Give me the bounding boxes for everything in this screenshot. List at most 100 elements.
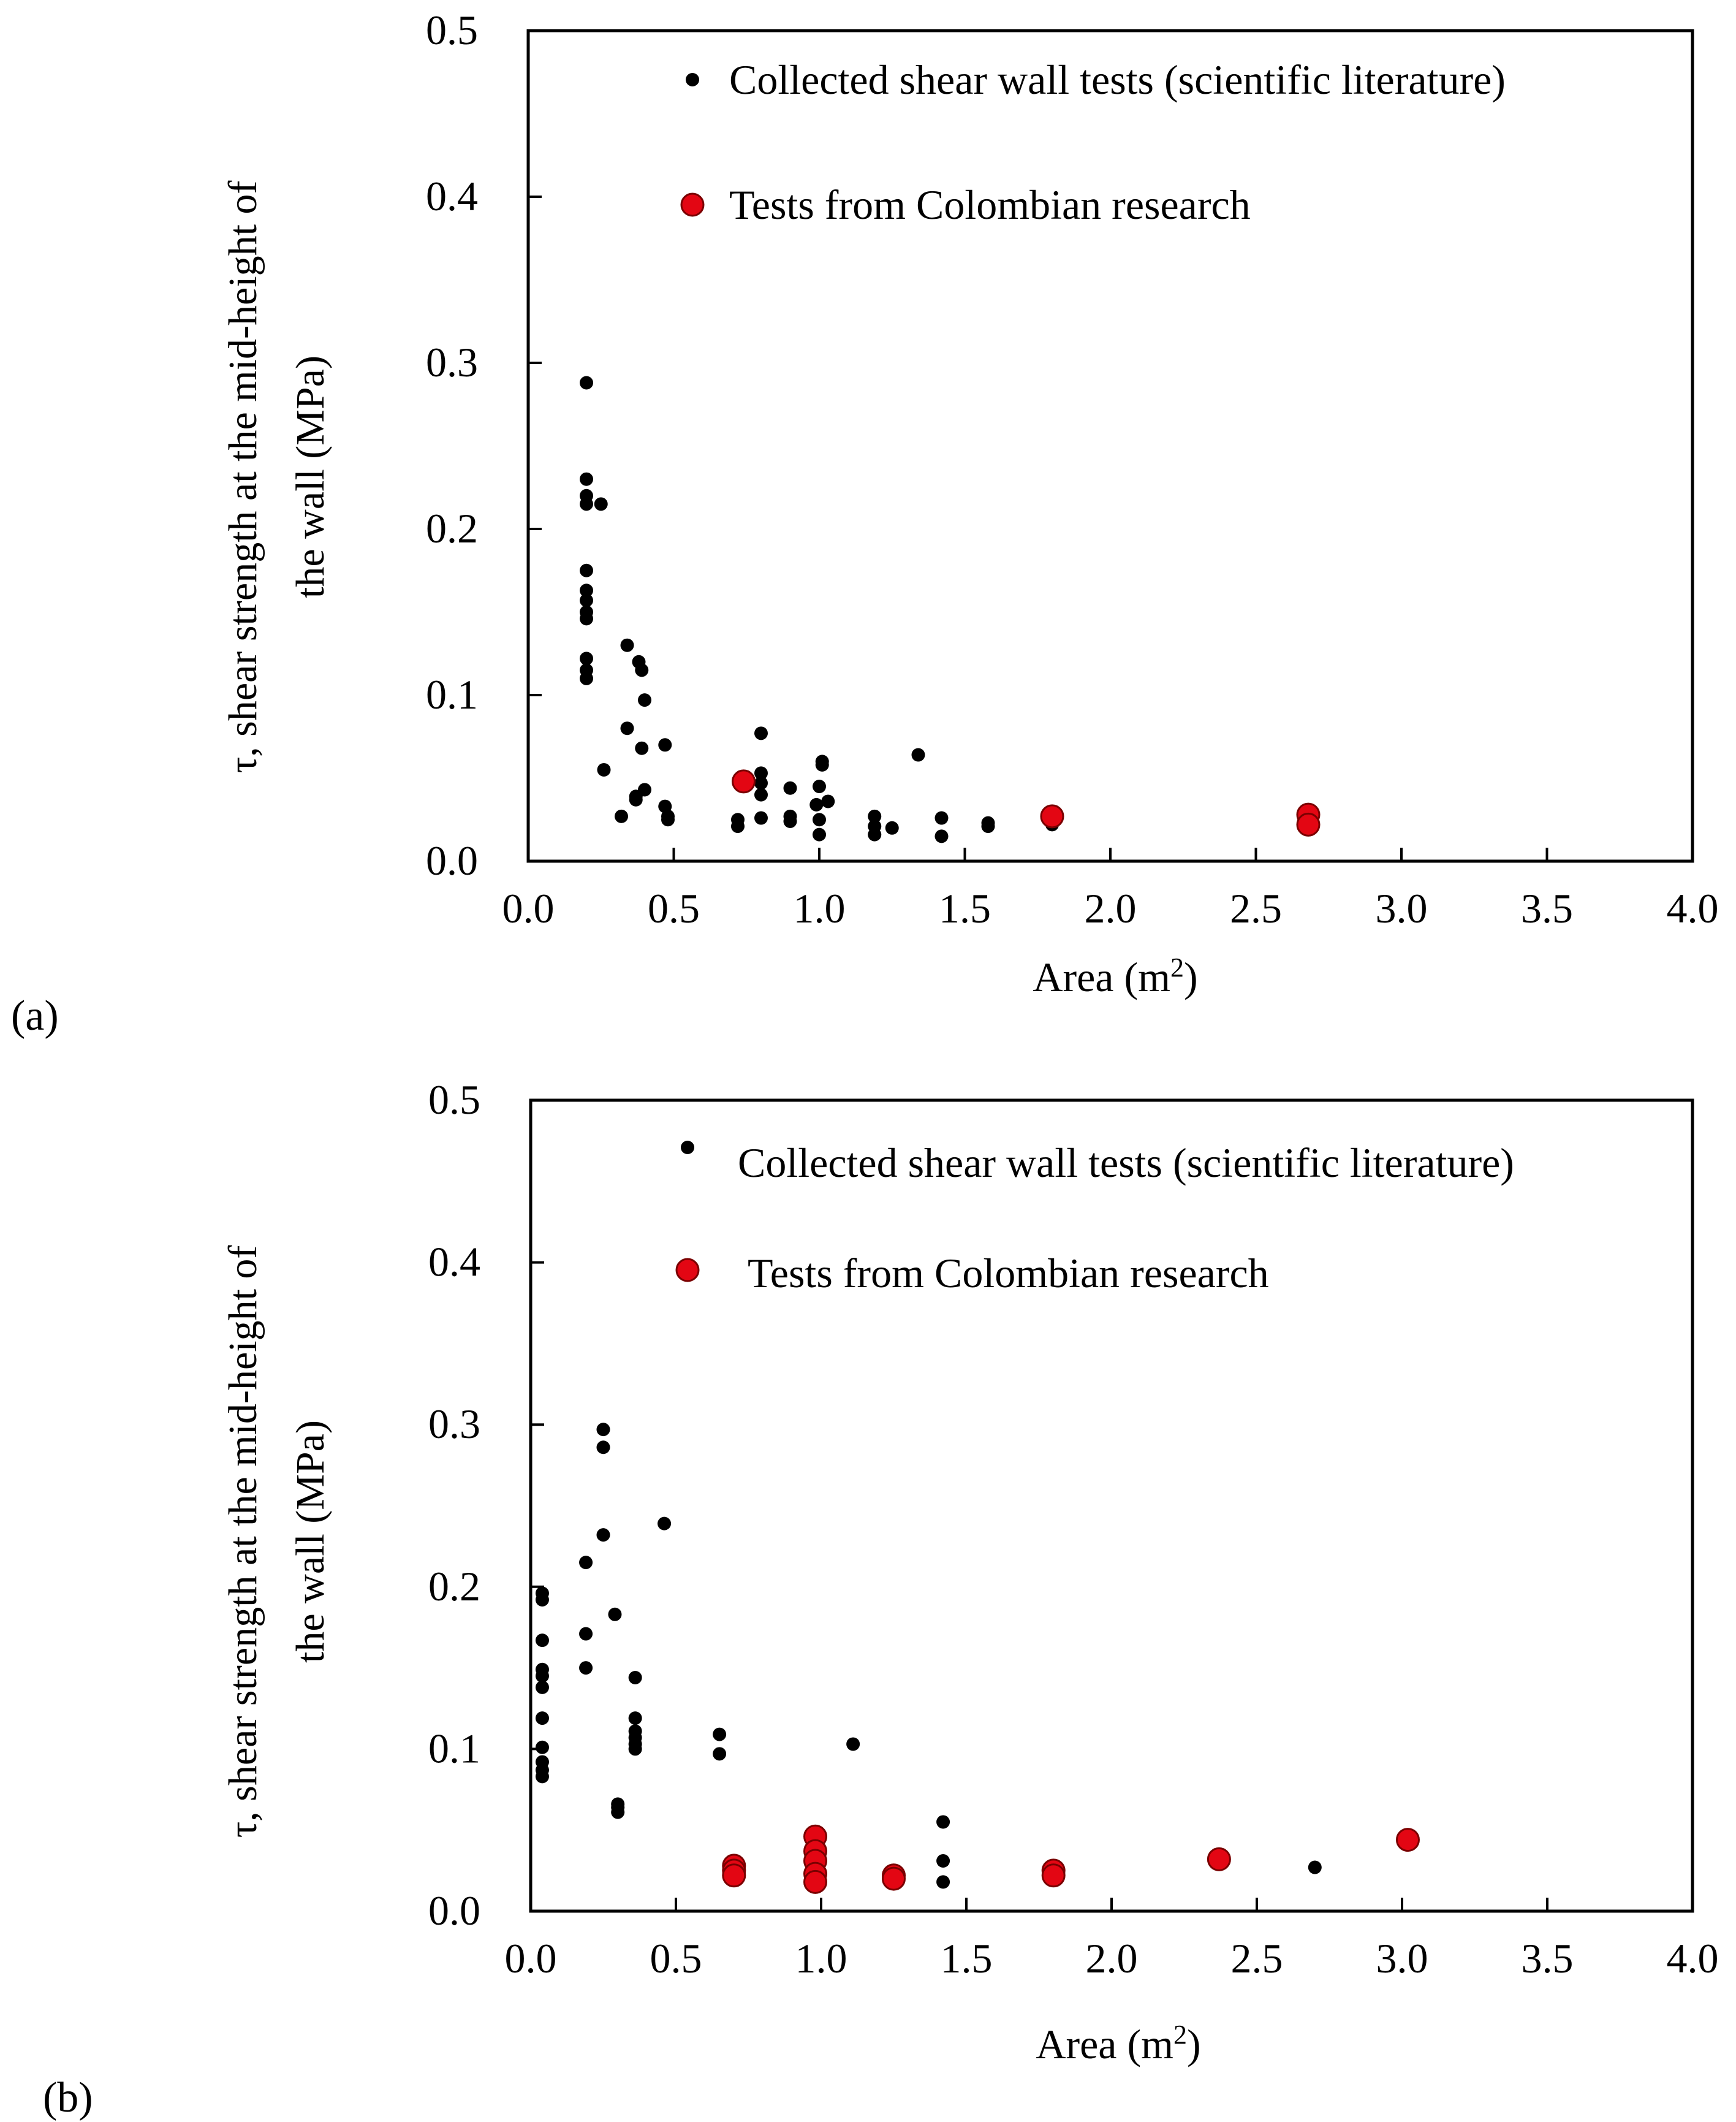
point-literature xyxy=(596,1528,610,1542)
point-literature xyxy=(885,821,899,835)
point-literature xyxy=(868,809,882,823)
point-literature xyxy=(911,748,925,762)
point-literature xyxy=(535,1592,549,1607)
point-colombian xyxy=(803,1869,828,1894)
y-tick-labels-a: 0.0 0.1 0.2 0.3 0.4 0.5 xyxy=(426,7,478,884)
x-tick-label: 1.0 xyxy=(794,885,846,932)
y-axis-label-line2-a: the wall (MPa) xyxy=(288,356,333,598)
point-literature xyxy=(754,788,768,802)
x-tick-label: 1.5 xyxy=(941,1935,993,1982)
x-tick-label: 3.0 xyxy=(1376,885,1428,932)
y-tick-label: 0.1 xyxy=(428,1725,480,1771)
point-literature xyxy=(535,1711,549,1725)
legend-label-colombian-a: Tests from Colombian research xyxy=(729,181,1251,228)
point-literature xyxy=(580,671,593,685)
legend-label-colombian-b: Tests from Colombian research xyxy=(748,1250,1269,1296)
y-tick-label: 0.3 xyxy=(426,339,478,386)
point-literature xyxy=(754,811,768,825)
point-literature xyxy=(596,1440,610,1455)
point-literature xyxy=(580,497,593,511)
point-literature xyxy=(535,1770,549,1784)
point-colombian xyxy=(732,769,756,794)
point-literature xyxy=(629,793,643,807)
x-tick-label: 2.0 xyxy=(1086,1935,1138,1982)
y-axis-label-line2-b: the wall (MPa) xyxy=(288,1420,333,1663)
point-literature xyxy=(813,827,826,842)
point-colombian xyxy=(882,1866,906,1891)
point-colombian xyxy=(1395,1828,1420,1852)
y-axis-label-line1-a: τ, shear strength at the mid-height of xyxy=(221,181,265,774)
point-literature xyxy=(597,762,611,777)
x-tick-label: 1.5 xyxy=(939,885,991,932)
x-tick-label: 3.5 xyxy=(1521,885,1573,932)
point-literature xyxy=(628,1711,642,1725)
point-literature xyxy=(580,612,593,626)
y-tick-labels-b: 0.0 0.1 0.2 0.3 0.4 0.5 xyxy=(428,1076,480,1934)
x-axis-label-sup-b: 2 xyxy=(1173,2020,1187,2050)
point-literature xyxy=(580,472,593,486)
point-literature xyxy=(535,1669,549,1683)
point-literature xyxy=(981,820,995,834)
legend-a: Collected shear wall tests (scientific l… xyxy=(680,56,1506,228)
point-literature xyxy=(580,593,593,607)
point-literature xyxy=(783,781,797,795)
y-tick-label: 0.5 xyxy=(426,7,478,53)
chart-panel-b: 0.0 0.1 0.2 0.3 0.4 0.5 0.0 0.5 1.0 1.5 2.0 2.5 3.0… xyxy=(43,1076,1719,2121)
point-literature xyxy=(635,741,649,755)
point-literature xyxy=(658,738,672,752)
point-literature xyxy=(580,652,593,666)
x-axis-label-sup-a: 2 xyxy=(1170,953,1184,983)
x-axis-label-a: Area (m2) xyxy=(1033,953,1197,1001)
x-axis-label-b: Area (m2) xyxy=(1036,2020,1200,2068)
point-literature xyxy=(754,766,768,780)
y-tick-label: 0.4 xyxy=(426,173,478,219)
x-tick-label: 3.5 xyxy=(1522,1935,1574,1982)
x-axis-label-close-a: ) xyxy=(1184,954,1198,1000)
plot-area-a xyxy=(526,29,1694,863)
x-tick-label: 0.0 xyxy=(502,885,555,932)
point-colombian xyxy=(1207,1847,1231,1871)
point-literature xyxy=(815,758,829,772)
point-literature xyxy=(579,1627,593,1641)
x-tick-label: 2.0 xyxy=(1085,885,1137,932)
point-literature xyxy=(580,563,593,577)
point-colombian xyxy=(722,1863,746,1888)
plot-frame-b xyxy=(529,1098,1694,1913)
x-tick-label: 1.0 xyxy=(795,1935,847,1982)
y-tick-label: 0.2 xyxy=(428,1563,480,1610)
point-literature xyxy=(579,1661,593,1675)
point-literature xyxy=(620,721,634,736)
x-tick-label: 2.5 xyxy=(1231,1935,1283,1982)
point-literature xyxy=(535,1680,549,1694)
x-tick-labels-b: 0.0 0.5 1.0 1.5 2.0 2.5 3.0 3.5 4.0 xyxy=(505,1935,1719,1982)
legend-label-literature-b: Collected shear wall tests (scientific l… xyxy=(738,1139,1514,1186)
x-tick-label: 3.0 xyxy=(1376,1935,1428,1982)
x-axis-label-text-b: Area (m xyxy=(1036,2021,1173,2067)
x-tick-label: 0.0 xyxy=(505,1935,557,1982)
y-axis-label-line1-b: τ, shear strength at the mid-height of xyxy=(221,1245,265,1838)
point-literature xyxy=(579,1556,593,1570)
point-literature xyxy=(611,1805,625,1819)
legend-marker-literature-b xyxy=(681,1141,694,1154)
point-literature xyxy=(661,813,675,827)
y-tick-label: 0.3 xyxy=(428,1401,480,1447)
point-literature xyxy=(783,814,797,828)
point-literature xyxy=(821,794,835,808)
point-literature xyxy=(846,1737,860,1751)
x-tick-labels-a: 0.0 0.5 1.0 1.5 2.0 2.5 3.0 3.5 4.0 xyxy=(502,885,1719,932)
point-literature xyxy=(936,1815,950,1829)
point-literature xyxy=(608,1607,622,1621)
plot-frame-a xyxy=(526,29,1694,863)
point-literature xyxy=(535,1633,549,1648)
point-literature xyxy=(809,797,824,812)
y-tick-label: 0.4 xyxy=(428,1239,480,1285)
point-literature xyxy=(594,497,608,511)
legend-marker-literature-a xyxy=(686,73,699,86)
point-colombian xyxy=(1296,812,1321,837)
point-literature xyxy=(936,1854,950,1868)
x-tick-label: 2.5 xyxy=(1230,885,1282,932)
point-literature xyxy=(615,809,628,823)
point-literature xyxy=(628,1742,642,1756)
point-colombian xyxy=(1041,1863,1066,1888)
point-literature xyxy=(580,584,593,598)
